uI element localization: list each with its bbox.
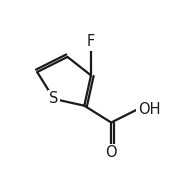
Text: S: S (49, 91, 59, 107)
Text: O: O (105, 145, 117, 160)
Text: F: F (87, 34, 95, 49)
Text: OH: OH (138, 102, 161, 117)
